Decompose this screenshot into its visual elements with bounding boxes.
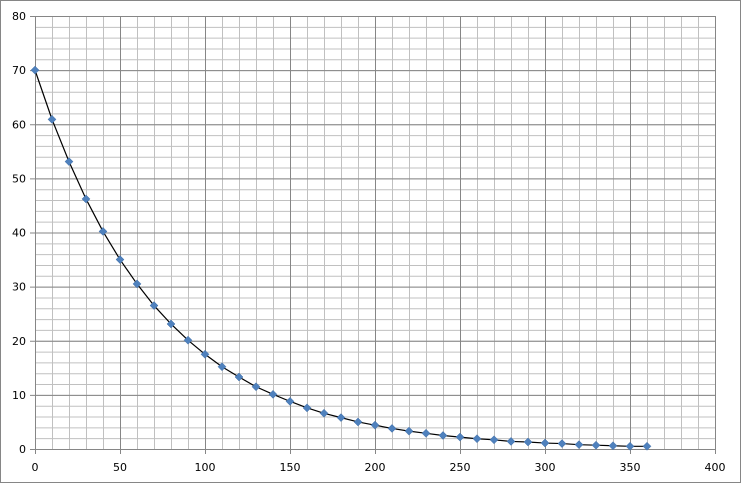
data-point [302, 403, 312, 413]
data-point [557, 439, 567, 448]
data-point [608, 441, 618, 451]
y-tick-label: 0 [19, 443, 26, 456]
data-point [47, 115, 57, 124]
data-point [268, 389, 278, 399]
data-point [30, 65, 40, 75]
x-tick-label: 150 [280, 461, 301, 474]
x-tick-label: 300 [535, 461, 556, 474]
data-point [64, 157, 74, 166]
data-point [166, 319, 176, 329]
data-point [285, 397, 295, 406]
data-point [234, 372, 244, 382]
data-point [591, 440, 601, 450]
y-tick-label: 20 [12, 335, 26, 348]
data-point [183, 335, 193, 345]
x-tick-label: 200 [365, 461, 386, 474]
y-tick-label: 60 [12, 118, 26, 131]
x-tick-label: 250 [450, 461, 471, 474]
y-tick-label: 50 [12, 172, 26, 185]
data-point [81, 194, 91, 204]
data-point [642, 441, 652, 451]
data-point [251, 382, 261, 392]
data-point [455, 432, 465, 442]
x-tick-label: 100 [195, 461, 216, 474]
data-point [336, 413, 346, 422]
data-point [489, 435, 499, 445]
data-point [132, 279, 142, 289]
data-point [370, 420, 380, 430]
x-tick-label: 50 [113, 461, 127, 474]
y-tick-label: 10 [12, 389, 26, 402]
x-tick-label: 0 [32, 461, 39, 474]
data-point [149, 301, 159, 310]
data-point [217, 362, 227, 372]
y-tick-label: 80 [12, 10, 26, 23]
x-tick-label: 350 [620, 461, 641, 474]
data-point [115, 255, 125, 264]
data-point [421, 428, 431, 438]
y-tick-label: 70 [12, 64, 26, 77]
data-point [200, 349, 210, 359]
data-point [353, 417, 363, 427]
data-point [574, 440, 584, 450]
data-point [404, 426, 414, 436]
x-tick-label: 400 [705, 461, 726, 474]
y-tick-label: 40 [12, 227, 26, 240]
data-point [540, 438, 550, 448]
data-point [438, 431, 448, 440]
y-tick-label: 30 [12, 281, 26, 294]
data-point [319, 408, 329, 418]
data-point [98, 227, 108, 236]
data-point [387, 424, 397, 433]
data-point [523, 437, 533, 447]
data-point [625, 441, 635, 451]
data-point [472, 434, 482, 444]
data-point [506, 437, 516, 446]
